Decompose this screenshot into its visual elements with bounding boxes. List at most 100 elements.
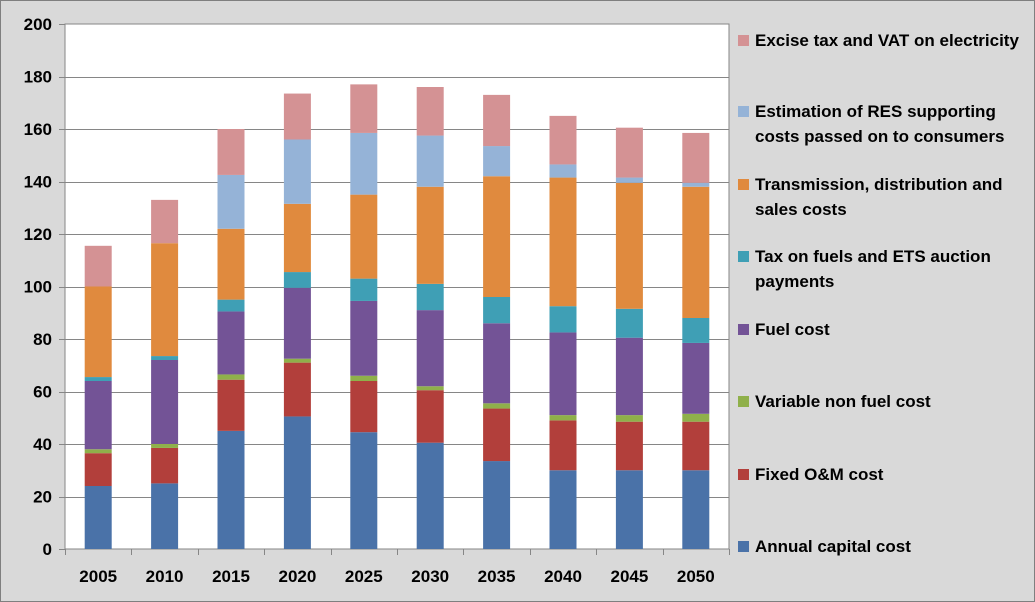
- bar-segment-transmission-distribution-and-sales-costs: [615, 182, 643, 309]
- bar-segment-fuel-cost: [350, 300, 378, 376]
- bar-segment-estimation-of-res-supporting-costs-passed-on-to-consumers: [483, 146, 511, 177]
- bar-segment-estimation-of-res-supporting-costs-passed-on-to-consumers: [350, 132, 378, 195]
- y-tick-label: 100: [24, 278, 52, 297]
- bar-segment-fuel-cost: [549, 332, 577, 416]
- bar-segment-estimation-of-res-supporting-costs-passed-on-to-consumers: [217, 174, 245, 229]
- bar-segment-tax-on-fuels-and-ets-auction-payments: [283, 272, 311, 288]
- bar-segment-variable-non-fuel-cost: [283, 358, 311, 363]
- bar-segment-fuel-cost: [84, 381, 112, 450]
- legend-label: Fuel cost: [755, 320, 830, 339]
- bar-segment-fixed-o-m-cost: [615, 421, 643, 471]
- bar-segment-excise-tax-and-vat-on-electricity: [549, 115, 577, 165]
- y-tick-label: 140: [24, 173, 52, 192]
- bar-segment-transmission-distribution-and-sales-costs: [483, 176, 511, 297]
- bars: [84, 84, 710, 549]
- bar-segment-tax-on-fuels-and-ets-auction-payments: [549, 306, 577, 333]
- bar-segment-transmission-distribution-and-sales-costs: [84, 286, 112, 378]
- legend-label: Transmission, distribution and sales cos…: [755, 175, 1003, 219]
- bar-segment-estimation-of-res-supporting-costs-passed-on-to-consumers: [682, 182, 710, 187]
- bar-segment-annual-capital-cost: [217, 430, 245, 549]
- legend-label: Tax on fuels and ETS auction payments: [755, 247, 991, 291]
- bar-segment-fuel-cost: [283, 287, 311, 359]
- y-tick-label: 0: [43, 540, 52, 559]
- x-tick-label: 2040: [544, 567, 582, 586]
- legend-swatch: [738, 106, 749, 117]
- y-tick-label: 80: [33, 330, 52, 349]
- bar-segment-fixed-o-m-cost: [84, 453, 112, 486]
- legend-label: Variable non fuel cost: [755, 392, 931, 411]
- x-tick-label: 2010: [146, 567, 184, 586]
- legend-label: Estimation of RES supporting costs passe…: [755, 102, 1005, 146]
- bar-segment-estimation-of-res-supporting-costs-passed-on-to-consumers: [416, 135, 444, 187]
- bar-segment-tax-on-fuels-and-ets-auction-payments: [682, 318, 710, 343]
- bar-segment-variable-non-fuel-cost: [615, 415, 643, 422]
- bar-segment-fixed-o-m-cost: [483, 408, 511, 462]
- bar-segment-excise-tax-and-vat-on-electricity: [350, 84, 378, 133]
- y-tick-label: 60: [33, 383, 52, 402]
- bar-segment-transmission-distribution-and-sales-costs: [217, 228, 245, 300]
- x-tick-label: 2025: [345, 567, 383, 586]
- bar-segment-tax-on-fuels-and-ets-auction-payments: [416, 283, 444, 311]
- x-tick-label: 2015: [212, 567, 250, 586]
- legend-label: Annual capital cost: [755, 537, 911, 556]
- bar-segment-annual-capital-cost: [283, 416, 311, 549]
- bar-segment-excise-tax-and-vat-on-electricity: [84, 245, 112, 287]
- bar-segment-excise-tax-and-vat-on-electricity: [483, 94, 511, 147]
- bar-segment-annual-capital-cost: [483, 461, 511, 549]
- legend-swatch: [738, 179, 749, 190]
- bar-segment-tax-on-fuels-and-ets-auction-payments: [483, 297, 511, 324]
- bar-segment-tax-on-fuels-and-ets-auction-payments: [350, 278, 378, 301]
- bar-segment-estimation-of-res-supporting-costs-passed-on-to-consumers: [615, 177, 643, 183]
- bar-segment-annual-capital-cost: [615, 470, 643, 549]
- y-tick-label: 160: [24, 120, 52, 139]
- bar-segment-fixed-o-m-cost: [151, 447, 179, 484]
- legend-swatch: [738, 35, 749, 46]
- bar-segment-variable-non-fuel-cost: [350, 375, 378, 381]
- bar-segment-annual-capital-cost: [682, 470, 710, 549]
- bar-segment-estimation-of-res-supporting-costs-passed-on-to-consumers: [283, 139, 311, 204]
- bar-segment-transmission-distribution-and-sales-costs: [283, 203, 311, 273]
- x-tick-label: 2045: [610, 567, 648, 586]
- bar-segment-fuel-cost: [217, 311, 245, 375]
- bar-segment-transmission-distribution-and-sales-costs: [682, 186, 710, 318]
- bar-segment-tax-on-fuels-and-ets-auction-payments: [84, 377, 112, 381]
- bar-segment-variable-non-fuel-cost: [151, 444, 179, 448]
- bar-segment-transmission-distribution-and-sales-costs: [151, 243, 179, 357]
- bar-segment-variable-non-fuel-cost: [84, 449, 112, 454]
- bar-segment-excise-tax-and-vat-on-electricity: [217, 129, 245, 175]
- legend-swatch: [738, 324, 749, 335]
- bar-segment-annual-capital-cost: [84, 486, 112, 549]
- bar-segment-fixed-o-m-cost: [682, 421, 710, 471]
- bar-segment-annual-capital-cost: [151, 483, 179, 549]
- bar-segment-variable-non-fuel-cost: [682, 413, 710, 422]
- bar-segment-variable-non-fuel-cost: [483, 403, 511, 409]
- bar-segment-tax-on-fuels-and-ets-auction-payments: [615, 308, 643, 338]
- legend-swatch: [738, 251, 749, 262]
- bar-segment-excise-tax-and-vat-on-electricity: [682, 132, 710, 183]
- bar-segment-excise-tax-and-vat-on-electricity: [151, 199, 179, 244]
- legend-label: Fixed O&M cost: [755, 465, 884, 484]
- bar-segment-annual-capital-cost: [549, 470, 577, 549]
- bar-segment-fuel-cost: [151, 360, 179, 444]
- legend: Excise tax and VAT on electricity Estimat…: [735, 1, 1035, 601]
- x-tick-label: 2050: [677, 567, 715, 586]
- bar-segment-variable-non-fuel-cost: [217, 374, 245, 380]
- bar-segment-fixed-o-m-cost: [217, 379, 245, 431]
- x-tick-label: 2030: [411, 567, 449, 586]
- y-tick-label: 200: [24, 15, 52, 34]
- bar-segment-annual-capital-cost: [416, 442, 444, 549]
- legend-swatch: [738, 541, 749, 552]
- x-tick-label: 2020: [278, 567, 316, 586]
- bar-segment-excise-tax-and-vat-on-electricity: [615, 127, 643, 178]
- bar-segment-fuel-cost: [416, 310, 444, 387]
- bar-segment-transmission-distribution-and-sales-costs: [350, 194, 378, 279]
- y-tick-label: 120: [24, 225, 52, 244]
- bar-segment-tax-on-fuels-and-ets-auction-payments: [217, 299, 245, 312]
- y-tick-label: 20: [33, 488, 52, 507]
- y-tick-label: 180: [24, 68, 52, 87]
- bar-segment-fixed-o-m-cost: [416, 390, 444, 443]
- bar-segment-transmission-distribution-and-sales-costs: [416, 186, 444, 284]
- bar-segment-fixed-o-m-cost: [350, 381, 378, 433]
